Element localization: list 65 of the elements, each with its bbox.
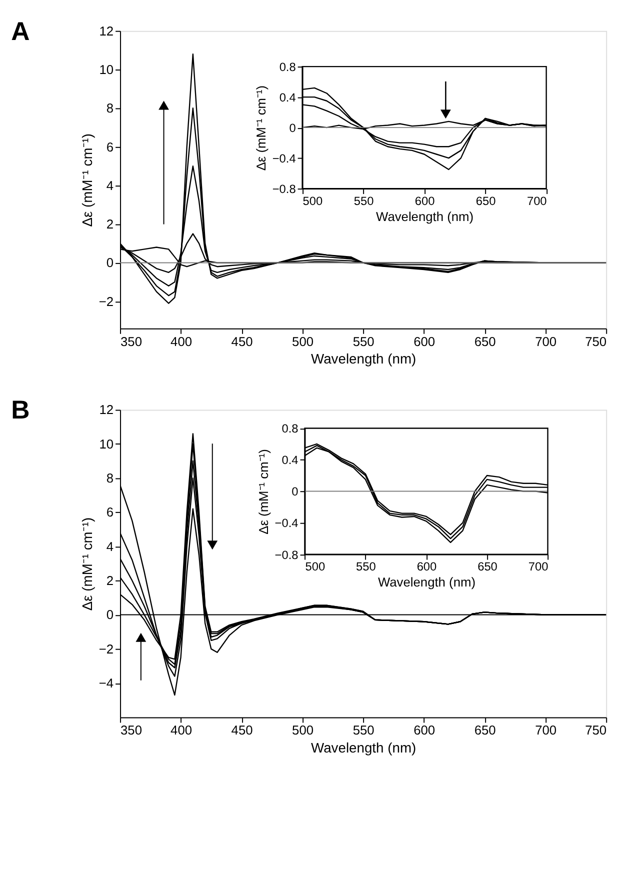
x-axis-title: Wavelength (nm): [310, 350, 416, 367]
y-axis-title: Δε (mM⁻¹ cm⁻¹): [256, 449, 271, 534]
y-tick-label: −0.8: [274, 548, 299, 562]
y-tick-label: 10: [99, 62, 114, 77]
y-tick-label: −2: [98, 294, 114, 309]
x-tick-label: 600: [414, 722, 436, 738]
x-tick-label: 500: [305, 560, 326, 574]
y-tick-label: 0: [289, 121, 296, 136]
x-tick-label: 450: [231, 334, 253, 349]
y-tick-label: 0.4: [279, 90, 296, 105]
x-tick-label: 550: [354, 194, 374, 208]
y-tick-label: 0: [106, 255, 114, 270]
y-axis-title: Δε (mM⁻¹ cm⁻¹): [78, 134, 95, 227]
y-axis-title: Δε (mM⁻¹ cm⁻¹): [78, 517, 95, 611]
x-tick-label: 350: [120, 722, 142, 738]
chart-title: A: [11, 18, 30, 46]
y-tick-label: 8: [106, 100, 114, 116]
y-tick-label: 6: [106, 504, 114, 520]
x-tick-label: 700: [535, 334, 557, 349]
y-tick-label: −0.4: [274, 516, 299, 530]
y-tick-label: 4: [106, 538, 114, 554]
y-tick-label: −0.8: [272, 182, 296, 196]
y-tick-label: 0.8: [282, 422, 299, 436]
x-tick-label: 450: [231, 722, 253, 738]
x-tick-label: 700: [528, 560, 549, 574]
y-tick-label: 2: [106, 573, 114, 588]
y-tick-label: 10: [99, 436, 114, 452]
x-tick-label: 550: [352, 722, 374, 738]
x-tick-label: 700: [535, 722, 557, 738]
y-tick-label: 12: [99, 23, 114, 38]
y-tick-label: 0: [292, 484, 299, 499]
y-tick-label: −4: [98, 676, 114, 691]
x-tick-label: 500: [292, 722, 314, 738]
x-tick-label: 650: [476, 194, 496, 208]
y-tick-label: 8: [106, 470, 114, 486]
x-axis-title: Wavelength (nm): [378, 574, 476, 590]
x-tick-label: 600: [414, 334, 436, 349]
y-tick-label: −2: [98, 641, 114, 656]
x-tick-label: 350: [120, 334, 142, 349]
x-tick-label: 700: [526, 194, 548, 208]
y-tick-label: 6: [106, 139, 114, 154]
x-tick-label: 600: [416, 560, 438, 574]
y-tick-label: 0: [106, 607, 114, 622]
y-tick-label: 2: [106, 216, 114, 232]
x-tick-label: 400: [170, 722, 192, 738]
x-tick-label: 550: [352, 334, 374, 349]
x-tick-label: 650: [478, 560, 498, 574]
y-tick-label: 4: [106, 178, 114, 193]
x-tick-label: 750: [585, 722, 607, 738]
x-tick-label: 750: [585, 334, 607, 349]
y-tick-label: 12: [99, 402, 114, 418]
x-tick-label: 500: [292, 334, 314, 349]
x-tick-label: 650: [474, 722, 496, 738]
y-tick-label: −0.4: [272, 152, 296, 166]
x-axis-title: Wavelength (nm): [310, 740, 416, 756]
x-tick-label: 600: [414, 194, 436, 208]
y-tick-label: 0.4: [282, 453, 299, 468]
y-axis-title: Δε (mM⁻¹ cm⁻¹): [253, 85, 268, 171]
chart-title: B: [11, 396, 30, 425]
x-tick-label: 500: [302, 194, 324, 208]
x-axis-title: Wavelength (nm): [376, 208, 474, 224]
x-tick-label: 400: [170, 334, 192, 349]
y-tick-label: 0.8: [279, 60, 296, 74]
x-tick-label: 550: [356, 560, 376, 574]
x-tick-label: 650: [474, 334, 496, 349]
